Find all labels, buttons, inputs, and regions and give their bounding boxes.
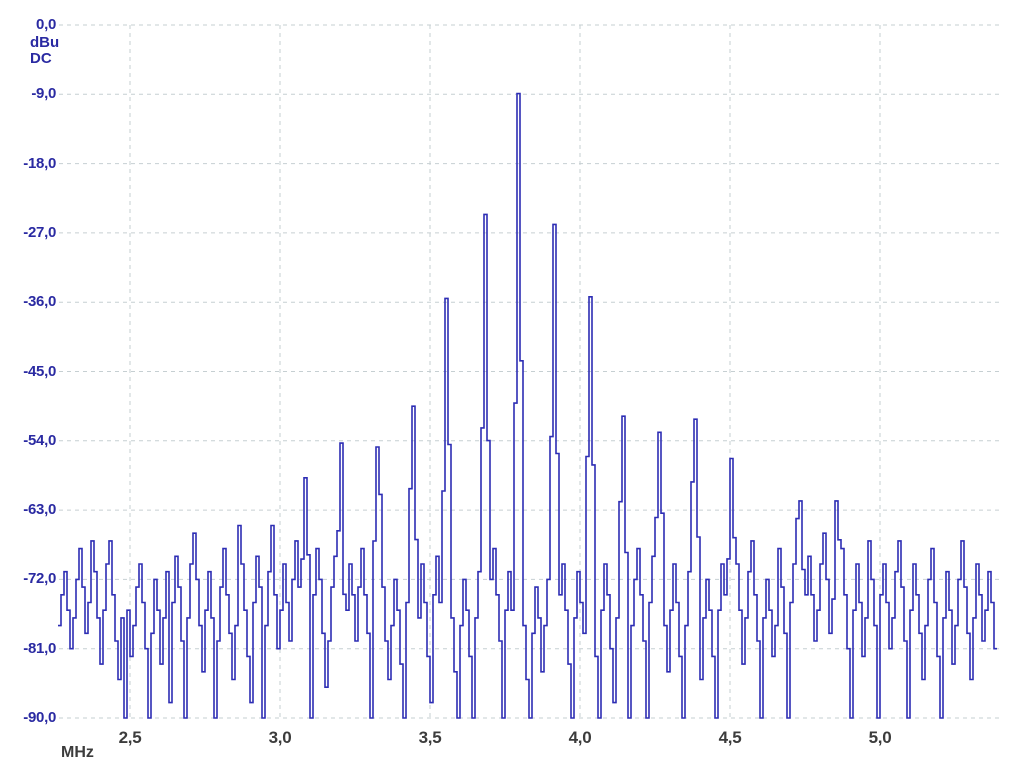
x-tick-label: 4,0 bbox=[568, 728, 592, 747]
y-tick-label: -36,0 bbox=[23, 293, 56, 311]
y-tick-label: -81,0 bbox=[23, 639, 56, 657]
y-axis-unit-block: dBu DC bbox=[30, 35, 59, 67]
x-tick-label: 2,5 bbox=[118, 728, 142, 747]
y-tick-label: -18,0 bbox=[23, 154, 56, 172]
x-tick-label: 3,5 bbox=[418, 728, 442, 747]
x-tick-label: 5,0 bbox=[868, 728, 892, 747]
x-tick-label: 3,0 bbox=[268, 728, 292, 747]
x-axis-unit-label: MHz bbox=[61, 744, 94, 761]
grid-horizontal-lines bbox=[59, 24, 1000, 719]
grid-vertical-lines bbox=[129, 25, 881, 720]
x-tick-label: 4,5 bbox=[718, 728, 742, 747]
y-tick-label: -54,0 bbox=[23, 431, 56, 449]
y-tick-label: -45,0 bbox=[23, 362, 56, 380]
y-axis-unit-label: dBu bbox=[30, 34, 60, 51]
y-tick-label: -63,0 bbox=[23, 501, 56, 519]
y-tick-label: 0,0 bbox=[36, 16, 56, 33]
y-tick-label: -27,0 bbox=[23, 223, 56, 241]
y-axis-coupling-label: DC bbox=[30, 50, 52, 67]
y-tick-label: -9,0 bbox=[31, 85, 56, 103]
y-tick-label: -90,0 bbox=[23, 709, 56, 726]
spectrum-trace bbox=[58, 92, 997, 719]
y-tick-label: -72,0 bbox=[23, 570, 56, 588]
